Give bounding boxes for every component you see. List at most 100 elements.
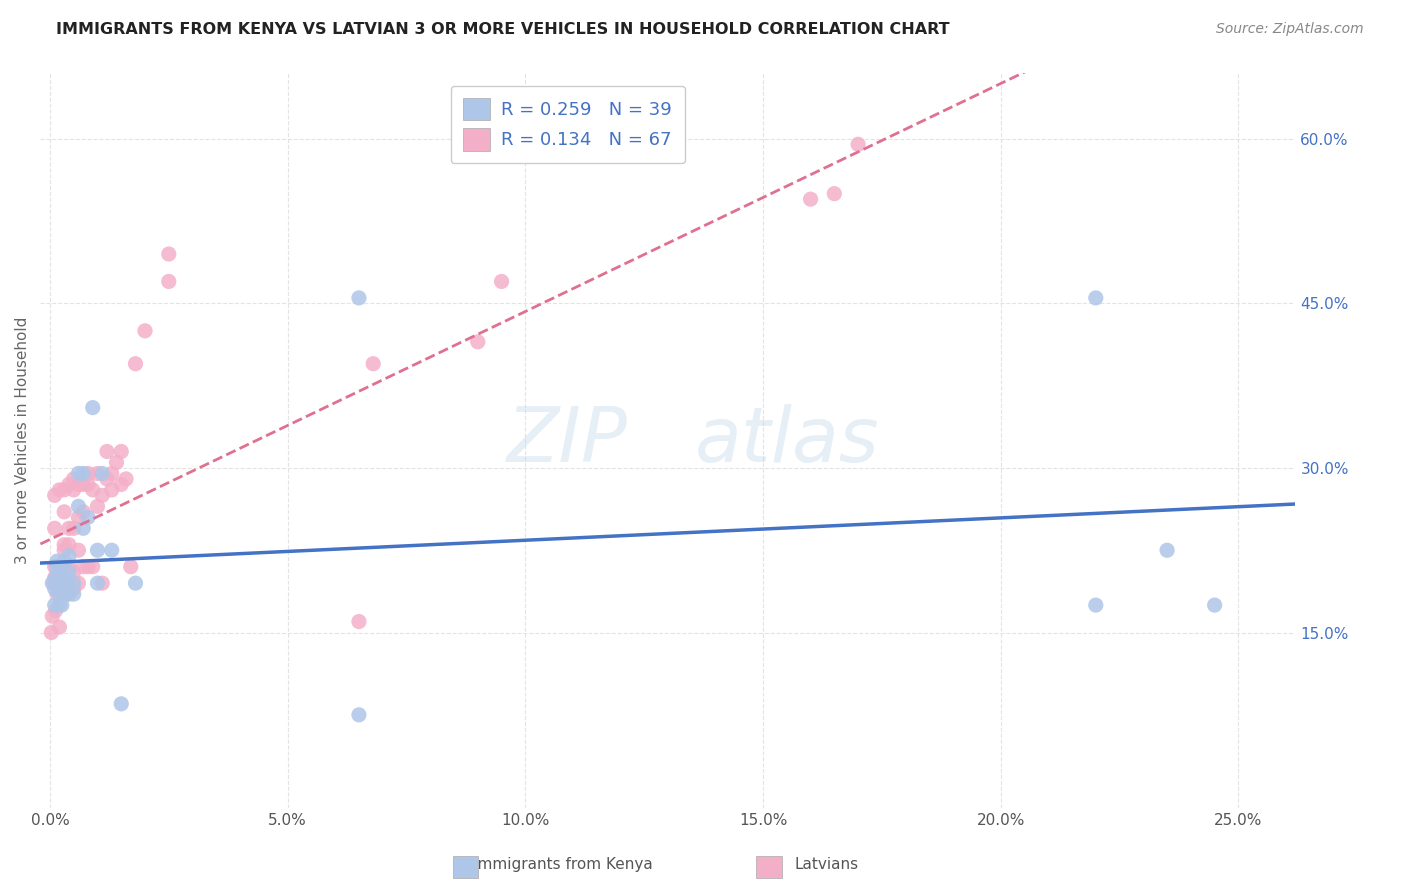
Point (72, 477, 94, 491)
Point (846, 137, 869, 152)
Point (53, 543, 76, 558)
Point (491, 275, 513, 289)
Point (110, 697, 132, 711)
Point (53, 582, 76, 596)
Point (124, 357, 146, 371)
Point (67, 543, 90, 558)
Point (823, 186, 845, 201)
Point (347, 615, 370, 629)
Text: ZIP: ZIP (508, 403, 628, 477)
Point (62, 565, 84, 579)
Point (41, 609, 63, 624)
Point (44, 582, 66, 596)
Text: atlas: atlas (695, 403, 879, 477)
Point (72, 467, 94, 481)
Point (62, 576, 84, 591)
Point (53, 483, 76, 497)
Point (72, 559, 94, 574)
Point (41, 576, 63, 591)
Point (48, 483, 70, 497)
Point (1156, 543, 1178, 558)
Point (62, 472, 84, 486)
Point (45, 571, 67, 585)
Point (110, 444, 132, 458)
Point (86, 576, 108, 591)
Point (77, 477, 100, 491)
Point (51, 598, 73, 612)
Text: IMMIGRANTS FROM KENYA VS LATVIAN 3 OR MORE VEHICLES IN HOUSEHOLD CORRELATION CHA: IMMIGRANTS FROM KENYA VS LATVIAN 3 OR MO… (56, 22, 950, 37)
Point (44, 488, 66, 502)
Point (361, 357, 384, 371)
Point (58, 521, 80, 535)
Point (48, 559, 70, 574)
Point (53, 559, 76, 574)
Point (53, 554, 76, 568)
Legend: R = 0.259   N = 39, R = 0.134   N = 67: R = 0.259 N = 39, R = 0.134 N = 67 (450, 86, 685, 163)
Point (44, 521, 66, 535)
Point (100, 467, 122, 481)
Point (55, 587, 77, 601)
Point (134, 324, 156, 338)
Point (53, 576, 76, 591)
Point (58, 549, 80, 563)
Point (62, 582, 84, 596)
Point (58, 538, 80, 552)
Text: Immigrants from Kenya: Immigrants from Kenya (472, 857, 652, 871)
Point (51, 576, 73, 591)
Point (115, 472, 138, 486)
Point (44, 571, 66, 585)
Point (1084, 291, 1107, 305)
Point (157, 247, 180, 261)
Point (48, 598, 70, 612)
Text: Source: ZipAtlas.com: Source: ZipAtlas.com (1216, 22, 1364, 37)
Point (44, 598, 66, 612)
Point (91, 488, 114, 502)
Point (67, 510, 90, 524)
Point (91, 467, 114, 481)
Point (48, 587, 70, 601)
Point (467, 334, 489, 349)
Point (46, 587, 69, 601)
Point (58, 587, 80, 601)
Point (157, 275, 180, 289)
Point (1204, 598, 1226, 612)
Point (53, 571, 76, 585)
Point (58, 576, 80, 591)
Point (86, 543, 108, 558)
Point (124, 576, 146, 591)
Point (42, 576, 65, 591)
Point (45, 559, 67, 574)
Point (48, 576, 70, 591)
Point (67, 467, 90, 481)
Point (58, 477, 80, 491)
Point (45, 604, 67, 618)
Point (96, 472, 118, 486)
Point (86, 467, 108, 481)
Point (120, 559, 142, 574)
Point (62, 521, 84, 535)
Point (48, 576, 70, 591)
Point (77, 467, 100, 481)
Point (67, 500, 90, 514)
Point (44, 559, 66, 574)
Point (82, 483, 104, 497)
Point (62, 483, 84, 497)
Point (53, 538, 76, 552)
Point (82, 401, 104, 415)
Point (53, 505, 76, 519)
Point (82, 559, 104, 574)
Point (49, 565, 72, 579)
Point (72, 505, 94, 519)
Point (58, 559, 80, 574)
Point (41, 625, 63, 640)
Point (96, 444, 118, 458)
Point (347, 707, 370, 722)
Point (100, 483, 122, 497)
Point (48, 620, 70, 634)
Point (55, 576, 77, 591)
Point (91, 576, 114, 591)
Point (67, 576, 90, 591)
Y-axis label: 3 or more Vehicles in Household: 3 or more Vehicles in Household (15, 317, 30, 565)
Point (105, 455, 128, 469)
Point (799, 192, 821, 206)
